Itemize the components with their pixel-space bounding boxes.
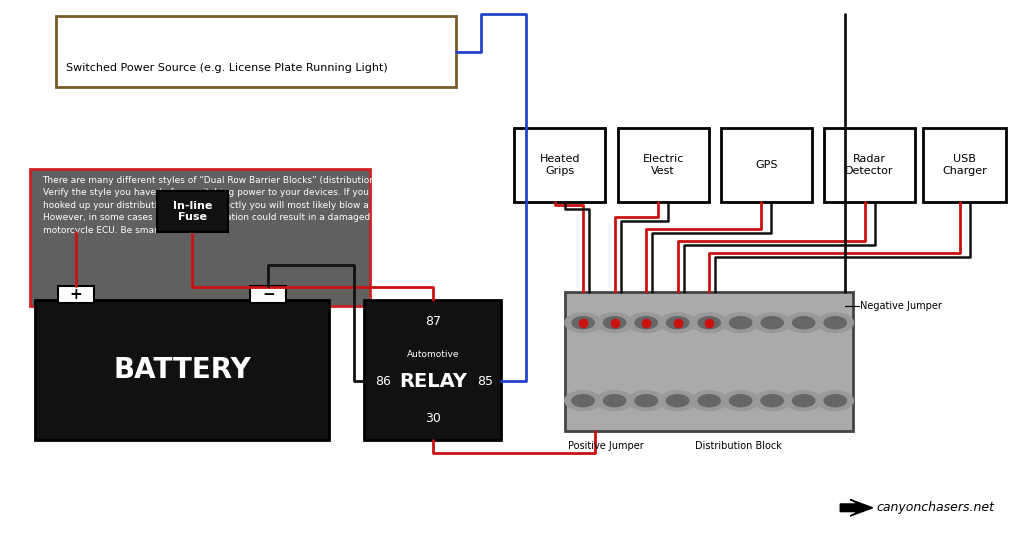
Bar <box>565 292 853 431</box>
Circle shape <box>793 317 815 329</box>
Bar <box>924 128 1007 202</box>
Text: 86: 86 <box>375 375 390 388</box>
Circle shape <box>565 313 601 333</box>
Text: In-line
Fuse: In-line Fuse <box>173 201 212 222</box>
Circle shape <box>761 317 783 329</box>
Text: Automotive: Automotive <box>407 351 459 359</box>
Circle shape <box>729 395 752 407</box>
Text: −: − <box>262 287 274 302</box>
Circle shape <box>667 395 689 407</box>
Circle shape <box>635 317 657 329</box>
Circle shape <box>565 391 601 411</box>
Circle shape <box>785 391 822 411</box>
Circle shape <box>824 395 846 407</box>
Circle shape <box>729 317 752 329</box>
Bar <box>157 191 227 232</box>
Circle shape <box>603 317 626 329</box>
Text: 30: 30 <box>425 412 440 425</box>
Circle shape <box>659 313 696 333</box>
Circle shape <box>628 391 665 411</box>
Text: GPS: GPS <box>755 160 777 170</box>
Circle shape <box>754 391 791 411</box>
Text: 85: 85 <box>477 375 493 388</box>
Bar <box>31 169 370 306</box>
Circle shape <box>723 313 759 333</box>
Circle shape <box>667 317 689 329</box>
Circle shape <box>596 391 633 411</box>
Bar <box>824 128 915 202</box>
Text: Switched Power Source (e.g. License Plate Running Light): Switched Power Source (e.g. License Plat… <box>66 63 387 73</box>
Text: Negative Jumper: Negative Jumper <box>860 301 942 311</box>
Text: Radar
Detector: Radar Detector <box>846 155 894 176</box>
Circle shape <box>572 395 594 407</box>
Circle shape <box>817 313 853 333</box>
Text: Heated
Grips: Heated Grips <box>540 155 580 176</box>
Text: RELAY: RELAY <box>398 372 467 390</box>
Bar <box>36 300 329 440</box>
Circle shape <box>698 317 720 329</box>
Bar <box>514 128 605 202</box>
Text: 87: 87 <box>425 314 440 328</box>
Bar <box>250 286 287 303</box>
Circle shape <box>754 313 791 333</box>
Text: Electric
Vest: Electric Vest <box>642 155 684 176</box>
Circle shape <box>785 313 822 333</box>
Text: Distribution Block: Distribution Block <box>694 441 781 451</box>
Circle shape <box>793 395 815 407</box>
Circle shape <box>635 395 657 407</box>
Circle shape <box>596 313 633 333</box>
Text: USB
Charger: USB Charger <box>942 155 987 176</box>
Circle shape <box>817 391 853 411</box>
Bar <box>721 128 812 202</box>
Bar <box>55 16 456 87</box>
Bar <box>57 286 94 303</box>
Circle shape <box>603 395 626 407</box>
Text: There are many different styles of “Dual Row Barrier Blocks” (distribution block: There are many different styles of “Dual… <box>43 176 414 235</box>
Circle shape <box>698 395 720 407</box>
Circle shape <box>572 317 594 329</box>
Circle shape <box>723 391 759 411</box>
Text: Positive Jumper: Positive Jumper <box>567 441 643 451</box>
Circle shape <box>761 395 783 407</box>
Circle shape <box>691 313 727 333</box>
Circle shape <box>691 391 727 411</box>
Bar <box>365 300 501 440</box>
Circle shape <box>628 313 665 333</box>
Polygon shape <box>841 500 872 516</box>
Circle shape <box>824 317 846 329</box>
Text: BATTERY: BATTERY <box>114 356 251 384</box>
Text: canyonchasers.net: canyonchasers.net <box>877 501 994 514</box>
Text: +: + <box>70 287 82 302</box>
Circle shape <box>659 391 696 411</box>
Bar <box>617 128 709 202</box>
